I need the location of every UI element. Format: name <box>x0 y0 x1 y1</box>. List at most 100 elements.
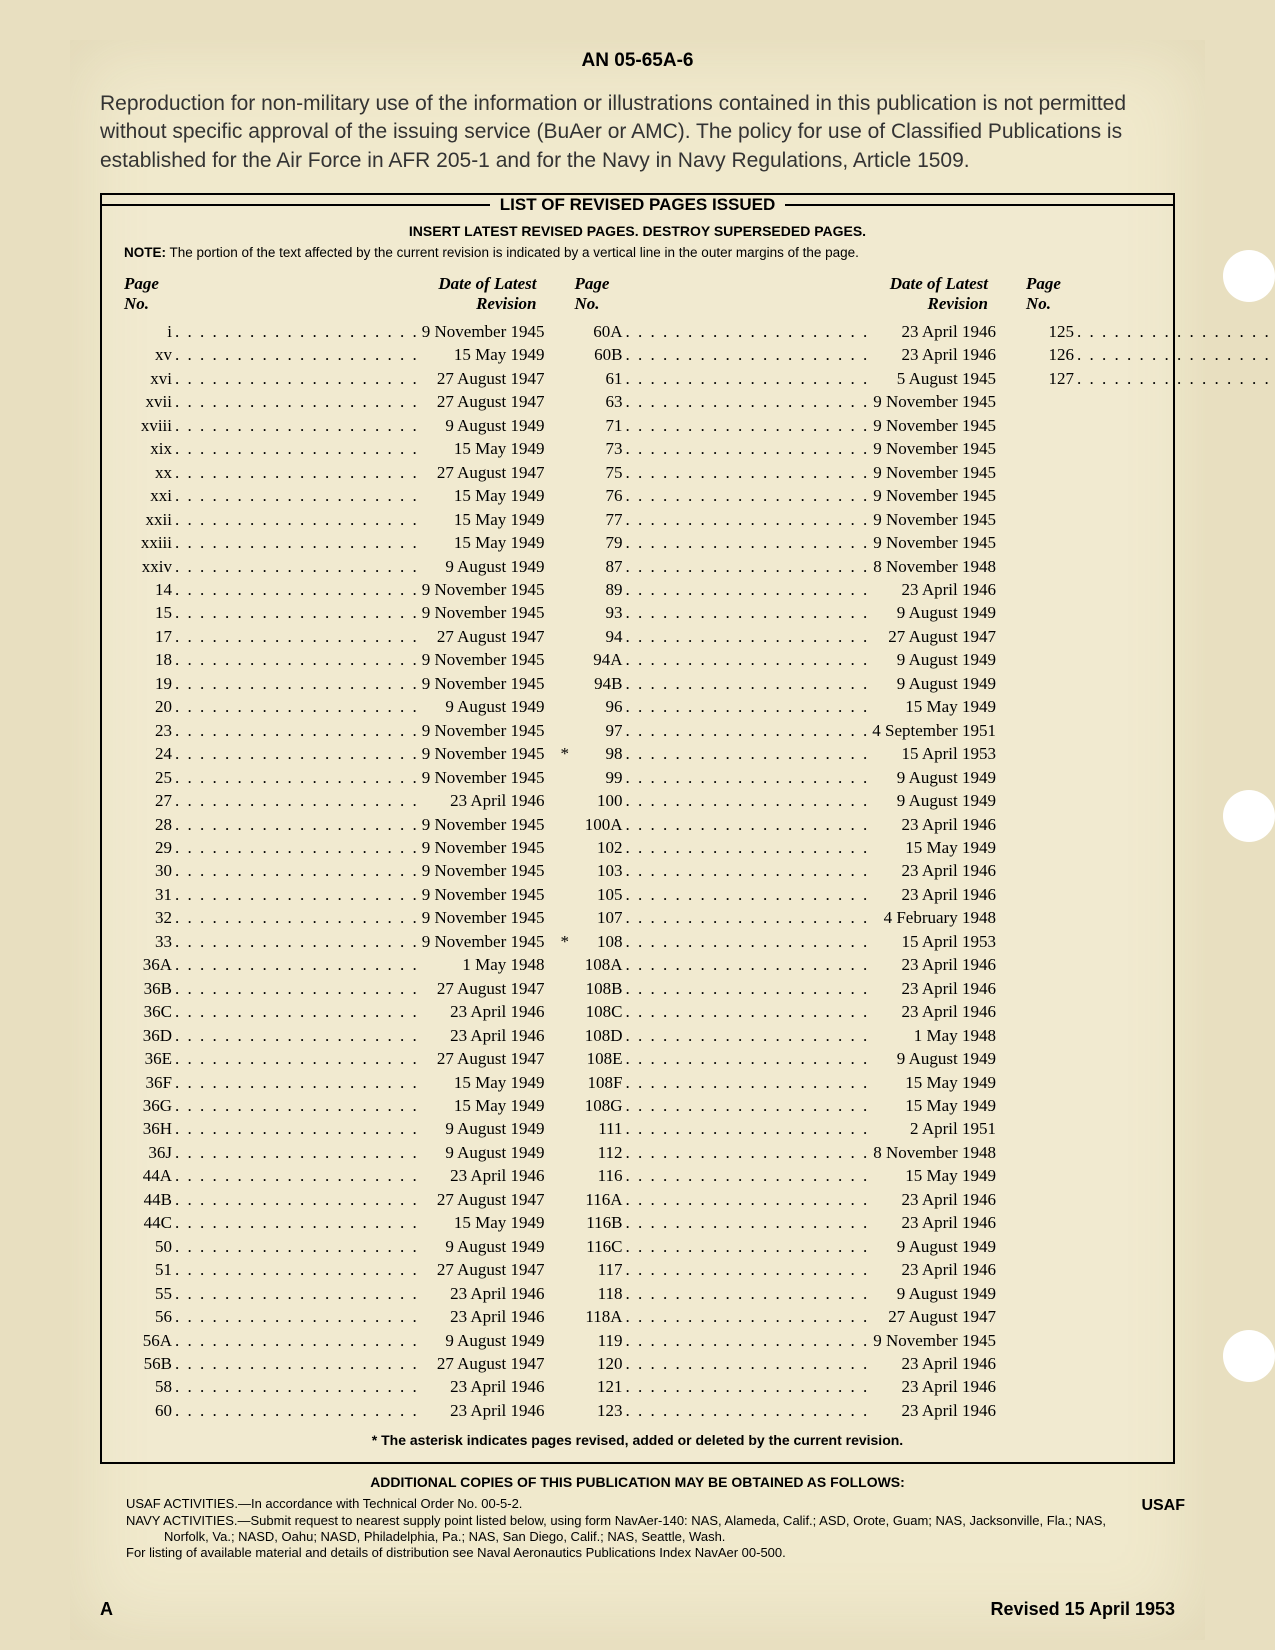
revision-date: 9 November 1945 <box>873 461 996 484</box>
page-number: 23 <box>124 719 172 742</box>
page-number: 79 <box>575 531 623 554</box>
revision-date: 9 August 1949 <box>897 601 996 624</box>
leader-dots: . . . . . . . . . . . . . . . . . . . . <box>623 719 873 742</box>
leader-dots: . . . . . . . . . . . . . . . . . . . . <box>623 1000 902 1023</box>
page-number: 94A <box>575 648 623 671</box>
page-number: 75 <box>575 461 623 484</box>
revision-row: 25. . . . . . . . . . . . . . . . . . . … <box>124 766 545 789</box>
revision-row: 108C. . . . . . . . . . . . . . . . . . … <box>575 1000 996 1023</box>
page-number: 51 <box>124 1258 172 1281</box>
page-number: 121 <box>575 1375 623 1398</box>
listing-line: For listing of available material and de… <box>126 1545 1149 1561</box>
revision-row: 79. . . . . . . . . . . . . . . . . . . … <box>575 531 996 554</box>
revision-row: xxi. . . . . . . . . . . . . . . . . . .… <box>124 484 545 507</box>
page-number: 116C <box>575 1235 623 1258</box>
revision-row: 27. . . . . . . . . . . . . . . . . . . … <box>124 789 545 812</box>
leader-dots: . . . . . . . . . . . . . . . . . . . . <box>623 367 897 390</box>
col-header-pageno: No. <box>124 294 194 314</box>
leader-dots: . . . . . . . . . . . . . . . . . . . . <box>172 531 454 554</box>
col-header-page: Page <box>1026 274 1096 294</box>
page-number: xxiii <box>124 531 172 554</box>
page-number: 105 <box>575 883 623 906</box>
leader-dots: . . . . . . . . . . . . . . . . . . . . <box>172 1352 437 1375</box>
revision-date: 4 September 1951 <box>872 719 996 742</box>
revision-row: 125. . . . . . . . . . . . . . . . . . .… <box>1026 320 1275 343</box>
page-number: 111 <box>575 1117 623 1140</box>
page-number: 36E <box>124 1047 172 1070</box>
revision-date: 23 April 1946 <box>902 1211 996 1234</box>
leader-dots: . . . . . . . . . . . . . . . . . . . . <box>623 766 897 789</box>
leader-dots: . . . . . . . . . . . . . . . . . . . . <box>172 883 422 906</box>
revision-date: 23 April 1946 <box>902 320 996 343</box>
leader-dots: . . . . . . . . . . . . . . . . . . . . <box>172 1094 454 1117</box>
revision-row: 108F. . . . . . . . . . . . . . . . . . … <box>575 1071 996 1094</box>
leader-dots: . . . . . . . . . . . . . . . . . . . . <box>623 484 874 507</box>
page-number: 36G <box>124 1094 172 1117</box>
revision-date: 9 November 1945 <box>873 390 996 413</box>
page-number: 20 <box>124 695 172 718</box>
leader-dots: . . . . . . . . . . . . . . . . . . . . <box>623 1235 897 1258</box>
page-number: 108B <box>575 977 623 1000</box>
revision-date: 9 November 1945 <box>422 672 545 695</box>
page-number: 29 <box>124 836 172 859</box>
revision-date: 15 May 1949 <box>454 508 545 531</box>
leader-dots: . . . . . . . . . . . . . . . . . . . . <box>172 813 422 836</box>
col-header-pageno: No. <box>1026 294 1096 314</box>
page-number: 56 <box>124 1305 172 1328</box>
leader-dots: . . . . . . . . . . . . . . . . . . . . <box>623 1305 889 1328</box>
leader-dots: . . . . . . . . . . . . . . . . . . . . <box>623 1117 911 1140</box>
revision-date: 9 August 1949 <box>897 648 996 671</box>
revision-date: 9 November 1945 <box>422 836 545 859</box>
revision-row: 121. . . . . . . . . . . . . . . . . . .… <box>575 1375 996 1398</box>
revision-date: 15 May 1949 <box>905 695 996 718</box>
revision-date: 5 August 1945 <box>897 367 996 390</box>
revision-date: 23 April 1946 <box>902 859 996 882</box>
revision-date: 23 April 1946 <box>902 813 996 836</box>
revision-date: 15 May 1949 <box>454 531 545 554</box>
leader-dots: . . . . . . . . . . . . . . . . . . . . <box>1074 320 1275 343</box>
page-number: 15 <box>124 601 172 624</box>
revision-row: 105. . . . . . . . . . . . . . . . . . .… <box>575 883 996 906</box>
page-number: *108 <box>575 930 623 953</box>
leader-dots: . . . . . . . . . . . . . . . . . . . . <box>172 1000 450 1023</box>
revision-row: 24. . . . . . . . . . . . . . . . . . . … <box>124 742 545 765</box>
usaf-label: USAF <box>1141 1496 1185 1516</box>
revision-row: 71. . . . . . . . . . . . . . . . . . . … <box>575 414 996 437</box>
revision-row: 50. . . . . . . . . . . . . . . . . . . … <box>124 1235 545 1258</box>
revision-row: 108B. . . . . . . . . . . . . . . . . . … <box>575 977 996 1000</box>
revision-row: 61. . . . . . . . . . . . . . . . . . . … <box>575 367 996 390</box>
page-number: 14 <box>124 578 172 601</box>
col-header-page: Page <box>575 274 645 294</box>
leader-dots: . . . . . . . . . . . . . . . . . . . . <box>172 695 445 718</box>
revision-date: 8 November 1948 <box>873 1141 996 1164</box>
asterisk-icon: * <box>561 742 570 765</box>
revision-row: xix. . . . . . . . . . . . . . . . . . .… <box>124 437 545 460</box>
leader-dots: . . . . . . . . . . . . . . . . . . . . <box>623 1211 902 1234</box>
revision-row: 108D. . . . . . . . . . . . . . . . . . … <box>575 1024 996 1047</box>
revision-row: 117. . . . . . . . . . . . . . . . . . .… <box>575 1258 996 1281</box>
footer-right: Revised 15 April 1953 <box>991 1599 1175 1620</box>
revision-date: 9 August 1949 <box>445 1329 544 1352</box>
leader-dots: . . . . . . . . . . . . . . . . . . . . <box>172 1164 450 1187</box>
page-number: 44A <box>124 1164 172 1187</box>
revision-date: 23 April 1946 <box>450 1164 544 1187</box>
revision-row: 36G. . . . . . . . . . . . . . . . . . .… <box>124 1094 545 1117</box>
revision-row: 118. . . . . . . . . . . . . . . . . . .… <box>575 1282 996 1305</box>
col-header-date1: Date of Latest <box>194 274 537 294</box>
page-number: 87 <box>575 555 623 578</box>
revision-date: 27 August 1947 <box>437 1258 545 1281</box>
page-number: 107 <box>575 906 623 929</box>
leader-dots: . . . . . . . . . . . . . . . . . . . . <box>172 484 454 507</box>
revision-row: 36B. . . . . . . . . . . . . . . . . . .… <box>124 977 545 1000</box>
page-number: xvi <box>124 367 172 390</box>
leader-dots: . . . . . . . . . . . . . . . . . . . . <box>623 555 874 578</box>
revision-date: 27 August 1947 <box>888 625 996 648</box>
column-header: PageNo.Date of LatestRevision <box>124 274 545 314</box>
revision-row: 29. . . . . . . . . . . . . . . . . . . … <box>124 836 545 859</box>
leader-dots: . . . . . . . . . . . . . . . . . . . . <box>172 1188 437 1211</box>
page-number: 118 <box>575 1282 623 1305</box>
revision-date: 23 April 1946 <box>902 1188 996 1211</box>
page-number: 63 <box>575 390 623 413</box>
revision-row: 99. . . . . . . . . . . . . . . . . . . … <box>575 766 996 789</box>
page-number: 108G <box>575 1094 623 1117</box>
